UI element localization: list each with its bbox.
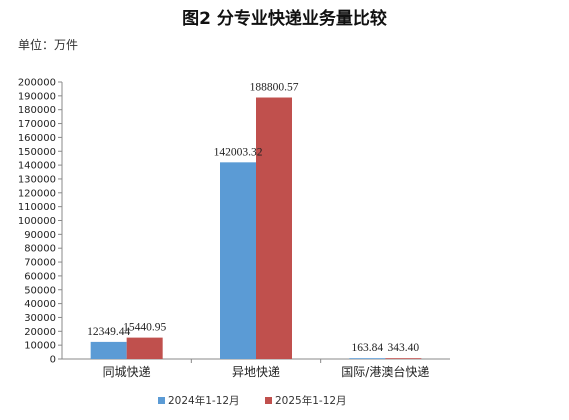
- y-tick-label: 50000: [24, 285, 56, 296]
- data-label: 15440.95: [123, 322, 166, 334]
- y-tick-label: 180000: [18, 105, 56, 116]
- y-tick-label: 0: [50, 355, 56, 366]
- bar: [349, 358, 386, 359]
- legend-swatch: [265, 397, 272, 404]
- y-tick-label: 200000: [18, 78, 56, 89]
- bar: [90, 341, 127, 359]
- y-tick-label: 100000: [18, 216, 56, 227]
- y-tick-label: 190000: [18, 91, 56, 102]
- data-label: 142003.32: [214, 146, 263, 158]
- category-labels: 同城快递 异地快递 国际/港澳台快递: [103, 364, 430, 379]
- data-label: 343.40: [388, 342, 420, 354]
- y-tick-label: 60000: [24, 271, 56, 282]
- legend-label: 2025年1-12月: [275, 394, 347, 407]
- y-tick-label: 70000: [24, 258, 56, 269]
- bar: [220, 162, 256, 359]
- bar: [385, 358, 422, 359]
- y-tick-label: 40000: [24, 299, 56, 310]
- category-label: 同城快递: [103, 365, 151, 379]
- bars: [90, 97, 422, 360]
- y-tick-label: 120000: [18, 188, 56, 199]
- y-tick-label: 130000: [18, 174, 56, 185]
- x-axis: [62, 358, 450, 363]
- category-label: 国际/港澳台快递: [341, 364, 429, 379]
- y-tick-label: 30000: [24, 313, 56, 324]
- y-tick-label: 80000: [24, 244, 56, 255]
- bar: [126, 337, 163, 359]
- bar: [256, 97, 292, 360]
- y-tick-label: 170000: [18, 119, 56, 130]
- y-tick-label: 20000: [24, 327, 56, 338]
- unit-label: 单位：万件: [18, 38, 79, 52]
- y-axis: 0 10000 20000 30000 40000 50000 60000 70000 8000…: [18, 78, 63, 366]
- legend-swatch: [158, 397, 165, 404]
- chart-title: 图2 分专业快递业务量比较: [182, 9, 387, 29]
- legend-item: 2025年1-12月: [265, 394, 347, 407]
- y-tick-label: 160000: [18, 133, 56, 144]
- data-label: 188800.57: [250, 82, 299, 94]
- y-tick-label: 10000: [24, 341, 56, 352]
- y-tick-label: 90000: [24, 230, 56, 241]
- y-tick-label: 150000: [18, 147, 56, 158]
- legend-label: 2024年1-12月: [168, 394, 240, 407]
- legend-item: 2024年1-12月: [158, 394, 240, 407]
- category-label: 异地快递: [232, 365, 280, 379]
- y-tick-label: 110000: [18, 202, 56, 213]
- y-tick-label: 140000: [18, 161, 56, 172]
- data-label: 12349.44: [87, 326, 130, 338]
- data-label: 163.84: [352, 342, 384, 354]
- legend: 2024年1-12月 2025年1-12月: [158, 394, 347, 407]
